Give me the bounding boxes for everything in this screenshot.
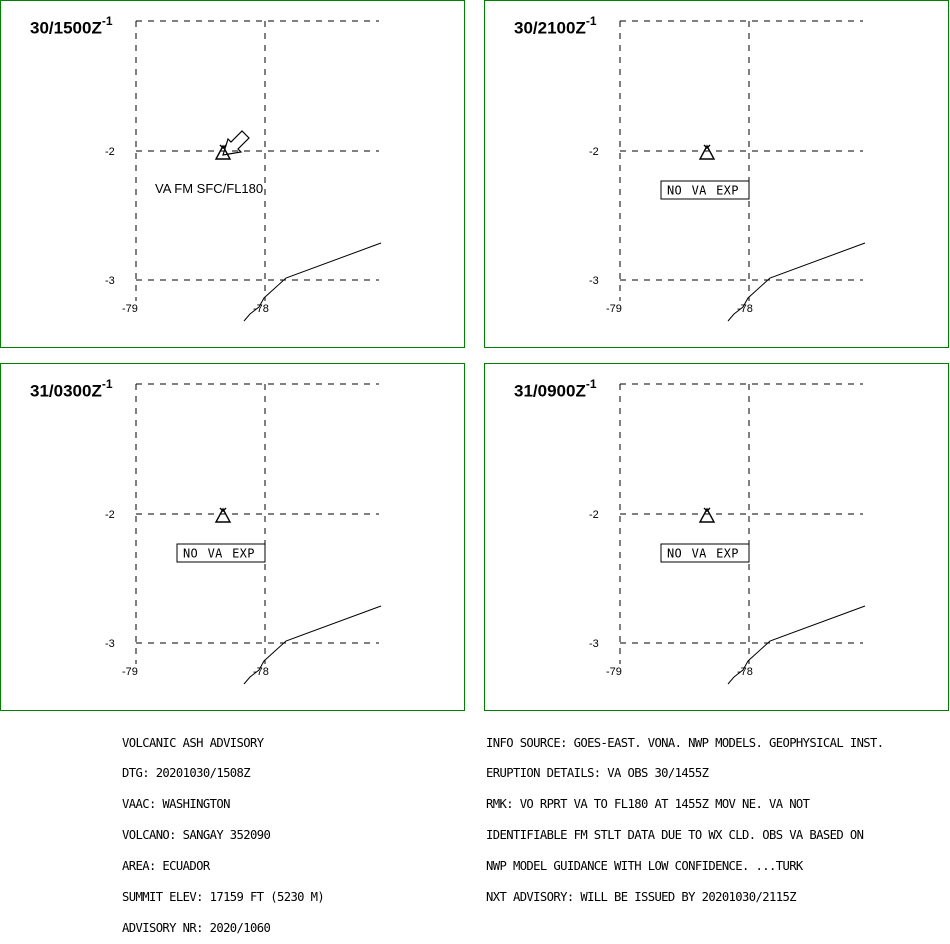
lat-tick-label: -2 (105, 146, 115, 158)
lon-tick-label: -78 (737, 303, 753, 315)
advisory-line: NWP MODEL GUIDANCE WITH LOW CONFIDENCE. … (486, 859, 803, 874)
forecast-panel-1: 30/1500Z-1 -2 -3 -79 -78 VA FM SFC/FL180 (0, 0, 465, 348)
volcano-vent-icon (219, 507, 227, 512)
advisory-line: ERUPTION DETAILS: VA OBS 30/1455Z (486, 766, 709, 781)
label-box (660, 180, 750, 200)
advisory-line: RMK: VO RPRT VA TO FL180 AT 1455Z MOV NE… (486, 797, 810, 812)
advisory-line: DTG: 20201030/1508Z (122, 766, 251, 781)
lat-tick-label: -3 (105, 638, 115, 650)
lon-tick-label: -79 (122, 303, 138, 315)
ash-cloud-label: NO VA EXP (183, 547, 255, 561)
advisory-left-text: VOLCANIC ASH ADVISORY DTG: 20201030/1508… (122, 717, 325, 944)
ash-cloud-label: NO VA EXP (667, 547, 739, 561)
advisory-line: AREA: ECUADOR (122, 859, 210, 874)
lon-tick-label: -79 (122, 666, 138, 678)
lon-tick-label: -78 (253, 303, 269, 315)
panel-time-label: 31/0300Z-1 (30, 377, 113, 401)
advisory-line: SUMMIT ELEV: 17159 FT (5230 M) (122, 890, 325, 905)
map-canvas: -2 -3 -79 -78 NO VA EXP (589, 20, 866, 322)
advisory-line: VAAC: WASHINGTON (122, 797, 230, 812)
volcano-vent-icon (219, 144, 227, 149)
advisory-line: VOLCANIC ASH ADVISORY (122, 735, 264, 750)
lon-tick-label: -78 (737, 666, 753, 678)
ash-cloud-label: VA FM SFC/FL180 (155, 181, 263, 196)
advisory-line: INFO SOURCE: GOES-EAST. VONA. NWP MODELS… (486, 735, 884, 750)
lon-tick-label: -79 (606, 666, 622, 678)
volcano-triangle-icon (698, 507, 716, 523)
volcano-vent-icon (703, 507, 711, 512)
lat-tick-label: -3 (589, 638, 599, 650)
boundary-line (727, 242, 866, 322)
panel-time-label: 30/1500Z-1 (30, 14, 113, 38)
volcano-triangle-icon (698, 144, 716, 160)
volcano-vent-icon (703, 144, 711, 149)
forecast-panel-2: 30/2100Z-1 -2 -3 -79 -78 NO VA EXP (484, 0, 949, 348)
map-canvas: -2 -3 -79 -78 NO VA EXP (105, 383, 382, 685)
lat-tick-label: -2 (105, 509, 115, 521)
label-box (176, 543, 266, 563)
panel-time-label: 31/0900Z-1 (514, 377, 597, 401)
lat-tick-label: -3 (589, 275, 599, 287)
boundary-line (243, 605, 382, 685)
volcano-triangle-icon (214, 507, 232, 523)
lat-tick-label: -3 (105, 275, 115, 287)
ash-cloud-label: NO VA EXP (667, 184, 739, 198)
lat-tick-label: -2 (589, 509, 599, 521)
boundary-line (243, 242, 382, 322)
map-canvas: -2 -3 -79 -78 VA FM SFC/FL180 (105, 20, 382, 322)
advisory-line: ADVISORY NR: 2020/1060 (122, 920, 271, 935)
lon-tick-label: -79 (606, 303, 622, 315)
advisory-line: IDENTIFIABLE FM STLT DATA DUE TO WX CLD.… (486, 828, 864, 843)
advisory-line: VOLCANO: SANGAY 352090 (122, 828, 271, 843)
map-canvas: -2 -3 -79 -78 NO VA EXP (589, 383, 866, 685)
forecast-panel-4: 31/0900Z-1 -2 -3 -79 -78 NO VA EXP (484, 363, 949, 711)
boundary-line (727, 605, 866, 685)
volcano-triangle-icon (214, 144, 232, 160)
label-box (660, 543, 750, 563)
lon-tick-label: -78 (253, 666, 269, 678)
ash-direction-arrow-icon (222, 130, 250, 156)
lat-tick-label: -2 (589, 146, 599, 158)
advisory-line: NXT ADVISORY: WILL BE ISSUED BY 20201030… (486, 890, 797, 905)
forecast-panel-3: 31/0300Z-1 -2 -3 -79 -78 NO VA EXP (0, 363, 465, 711)
advisory-right-text: INFO SOURCE: GOES-EAST. VONA. NWP MODELS… (486, 717, 884, 913)
panel-time-label: 30/2100Z-1 (514, 14, 597, 38)
